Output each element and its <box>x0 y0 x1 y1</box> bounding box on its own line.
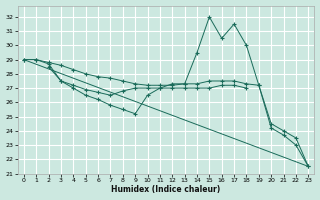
X-axis label: Humidex (Indice chaleur): Humidex (Indice chaleur) <box>111 185 221 194</box>
